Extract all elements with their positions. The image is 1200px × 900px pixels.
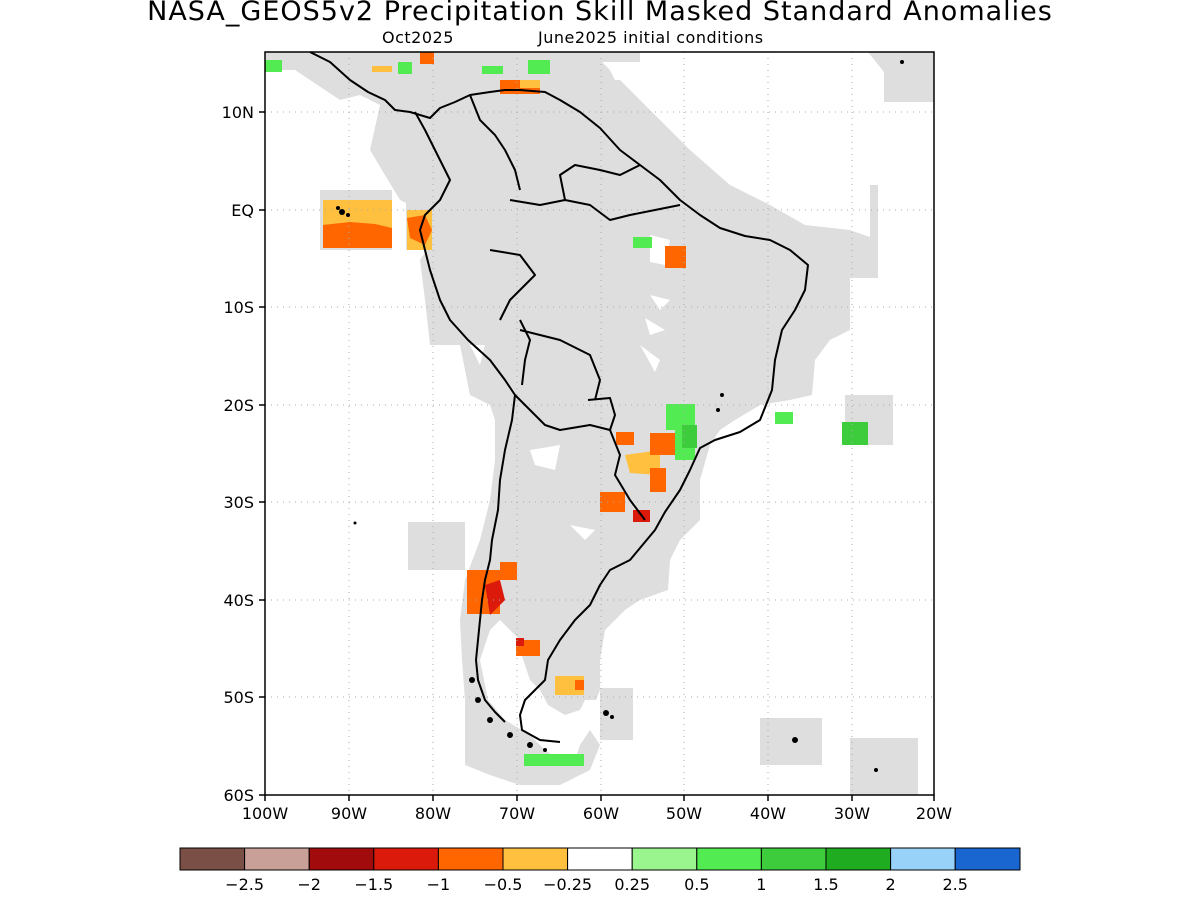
colorbar-label: 0.25: [614, 875, 650, 894]
colorbar-swatch-11: [890, 847, 956, 871]
anomaly-patches: [265, 52, 868, 766]
map-title: NASA_GEOS5v2 Precipitation Skill Masked …: [147, 0, 1053, 27]
colorbar-swatch-9: [760, 847, 827, 871]
skill-white-patches: [470, 68, 670, 540]
lat-label-10s: 10S: [223, 298, 254, 317]
colorbar-label: 2.5: [942, 875, 967, 894]
lat-label-20s: 20S: [223, 396, 254, 415]
lon-label-70w: 70W: [499, 804, 535, 823]
initial-conditions: June2025 initial conditions: [538, 28, 764, 47]
colorbar-swatch-3: [373, 847, 439, 871]
colorbar-swatch-10: [825, 847, 892, 871]
colorbar-label: 2: [886, 875, 896, 894]
colorbar-label: 0.5: [684, 875, 709, 894]
colorbar-label: 1.5: [813, 875, 838, 894]
forecast-month: Oct2025: [382, 28, 454, 47]
lon-label-80w: 80W: [415, 804, 451, 823]
colorbar-swatch-7: [631, 847, 698, 871]
colorbar-swatch-12: [954, 847, 1021, 871]
colorbar-swatch-6: [567, 847, 633, 871]
lon-label-90w: 90W: [331, 804, 367, 823]
map-frame: [264, 51, 935, 796]
lon-label-40w: 40W: [750, 804, 786, 823]
colorbar-swatch-2: [308, 847, 375, 871]
colorbar-label: −1.5: [354, 875, 393, 894]
colorbar-label: 1: [756, 875, 766, 894]
colorbar-label: −2.5: [225, 875, 264, 894]
colorbar-label: −0.25: [543, 875, 592, 894]
lat-label-30s: 30S: [223, 493, 254, 512]
islands: [336, 60, 904, 772]
colorbar-swatch-0: [179, 847, 246, 871]
colorbar-swatch-8: [696, 847, 762, 871]
lon-label-60w: 60W: [583, 804, 619, 823]
lat-label-40s: 40S: [223, 591, 254, 610]
colorbar-label: −0.5: [484, 875, 523, 894]
lat-label-60s: 60S: [223, 786, 254, 805]
colorbar-swatch-5: [502, 847, 569, 871]
lon-label-20w: 20W: [916, 804, 952, 823]
colorbar-swatch-4: [437, 847, 504, 871]
lon-label-100w: 100W: [242, 804, 289, 823]
lon-label-30w: 30W: [834, 804, 870, 823]
coastline: [309, 52, 809, 743]
masked-region: [265, 52, 934, 795]
lon-label-50w: 50W: [666, 804, 702, 823]
lat-label-10n: 10N: [222, 103, 254, 122]
axis-ticks: [259, 111, 935, 801]
lat-label-eq: EQ: [231, 201, 254, 220]
colorbar-label: −2: [297, 875, 321, 894]
colorbar-label: −1: [427, 875, 451, 894]
colorbar: [179, 847, 1021, 871]
lat-label-50s: 50S: [223, 688, 254, 707]
colorbar-swatch-1: [244, 847, 310, 871]
